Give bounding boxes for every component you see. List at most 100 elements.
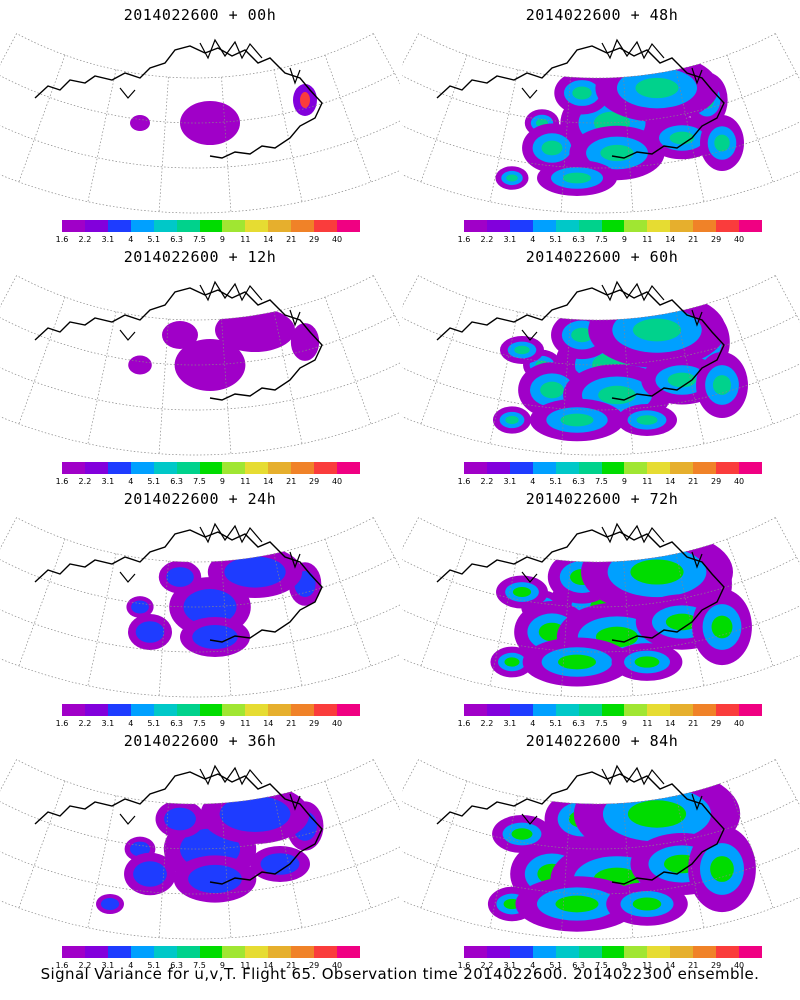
variance-blob bbox=[712, 375, 732, 395]
polar-map bbox=[0, 759, 400, 940]
colorbar-label: 3.1 bbox=[101, 235, 115, 244]
colorbar-swatch bbox=[486, 462, 510, 474]
colorbar-label: 6.3 bbox=[572, 477, 585, 486]
colorbar-label: 14 bbox=[263, 719, 274, 728]
colorbar-label: 6.3 bbox=[170, 719, 183, 728]
colorbar-swatch bbox=[509, 946, 533, 958]
colorbar-label: 1.6 bbox=[55, 477, 69, 486]
colorbar-swatch bbox=[555, 704, 579, 716]
colorbar-swatch bbox=[199, 462, 223, 474]
colorbar-swatch bbox=[578, 220, 602, 232]
polar-map bbox=[402, 33, 800, 214]
polar-map bbox=[402, 517, 800, 698]
colorbar-swatch bbox=[601, 462, 625, 474]
colorbar-label: 5.1 bbox=[147, 235, 161, 244]
colorbar-label: 7.5 bbox=[193, 719, 206, 728]
variance-blob bbox=[627, 800, 687, 828]
coastline bbox=[436, 529, 725, 643]
colorbar-label: 9 bbox=[219, 719, 225, 728]
coastline bbox=[436, 45, 725, 159]
colorbar-swatch bbox=[624, 462, 648, 474]
colorbar-swatch bbox=[509, 462, 533, 474]
variance-blob bbox=[665, 613, 699, 631]
colorbar-swatch bbox=[601, 704, 625, 716]
variance-blob bbox=[572, 86, 592, 100]
colorbar-swatch bbox=[107, 946, 131, 958]
colorbar-label: 14 bbox=[665, 961, 676, 970]
colorbar-labels: 1.6 2.2 3.1 4 5.1 6.3 7.5 9 11 14 21 29 40 bbox=[458, 719, 762, 729]
variance-blob bbox=[710, 856, 734, 882]
colorbar-swatch bbox=[268, 462, 292, 474]
variance-blob bbox=[571, 327, 593, 343]
variance-blob bbox=[560, 413, 594, 427]
variance-blob bbox=[632, 897, 662, 911]
colorbar-swatch bbox=[107, 462, 131, 474]
colorbar-swatch bbox=[199, 704, 223, 716]
coastline-islands bbox=[521, 764, 703, 825]
variance-blob bbox=[667, 372, 697, 388]
colorbar-labels: 1.6 2.2 3.1 4 5.1 6.3 7.5 9 11 14 21 29 40 bbox=[458, 477, 762, 487]
variance-blob bbox=[504, 657, 520, 667]
coastline-islands bbox=[521, 38, 703, 99]
variance-blob bbox=[128, 355, 152, 375]
colorbar-label: 5.1 bbox=[147, 719, 161, 728]
colorbar-label: 1.6 bbox=[457, 235, 471, 244]
variance-blob bbox=[563, 172, 591, 184]
map-panel: 2014022600 + 12h 1.6 2.2 3.1 4 5.1 6.3 7.5 9 11 14… bbox=[0, 242, 400, 487]
colorbar-label: 11 bbox=[642, 477, 653, 486]
variance-blob bbox=[100, 898, 120, 910]
colorbar-swatch bbox=[107, 220, 131, 232]
colorbar-label: 6.3 bbox=[572, 961, 585, 970]
colorbar-label: 7.5 bbox=[595, 719, 608, 728]
polar-map bbox=[0, 275, 400, 456]
colorbar-label: 4 bbox=[128, 235, 134, 244]
variance-field bbox=[128, 308, 320, 391]
colorbar bbox=[464, 946, 762, 958]
variance-blob bbox=[129, 841, 151, 857]
colorbar-label: 40 bbox=[331, 235, 343, 244]
colorbar-label: 3.1 bbox=[101, 961, 115, 970]
colorbar-swatch bbox=[337, 704, 360, 716]
variance-blob bbox=[164, 807, 196, 831]
variance-field bbox=[130, 84, 317, 145]
variance-blob bbox=[130, 115, 150, 131]
colorbar-swatch bbox=[647, 704, 671, 716]
colorbar-label: 21 bbox=[286, 235, 297, 244]
colorbar-label: 1.6 bbox=[55, 961, 69, 970]
polar-map bbox=[0, 33, 400, 214]
panel-title: 2014022600 + 60h bbox=[525, 248, 679, 266]
colorbar-label: 14 bbox=[263, 477, 274, 486]
colorbar-labels: 1.6 2.2 3.1 4 5.1 6.3 7.5 9 11 14 21 29 40 bbox=[56, 719, 360, 729]
colorbar-swatch bbox=[291, 946, 315, 958]
colorbar-label: 11 bbox=[642, 961, 653, 970]
colorbar-label: 6.3 bbox=[170, 477, 183, 486]
panel-title: 2014022600 + 36h bbox=[123, 732, 277, 750]
colorbar-label: 5.1 bbox=[549, 235, 563, 244]
colorbar-swatch bbox=[130, 220, 154, 232]
graticule bbox=[402, 275, 800, 456]
polar-map bbox=[402, 759, 800, 940]
variance-blob bbox=[219, 796, 291, 832]
figure-caption: Signal Variance for u,v,T. Flight 65. Ob… bbox=[40, 965, 760, 983]
colorbar-swatch bbox=[84, 462, 108, 474]
colorbar-label: 4 bbox=[128, 477, 134, 486]
colorbar-label: 29 bbox=[309, 719, 320, 728]
colorbar-labels: 1.6 2.2 3.1 4 5.1 6.3 7.5 9 11 14 21 29 40 bbox=[458, 961, 762, 971]
coastline-islands bbox=[119, 522, 301, 583]
coastline-islands bbox=[521, 280, 703, 341]
colorbar-swatch bbox=[62, 220, 85, 232]
variance-blob bbox=[290, 323, 320, 361]
colorbar-label: 40 bbox=[733, 235, 745, 244]
colorbar-swatch bbox=[314, 462, 338, 474]
colorbar-label: 21 bbox=[688, 235, 699, 244]
coastline-islands bbox=[119, 280, 301, 341]
variance-blob bbox=[188, 864, 242, 894]
colorbar-label: 4 bbox=[128, 961, 134, 970]
colorbar-swatch bbox=[509, 704, 533, 716]
colorbar-swatch bbox=[130, 946, 154, 958]
graticule bbox=[402, 517, 800, 698]
colorbar-label: 6.3 bbox=[170, 961, 183, 970]
colorbar-label: 11 bbox=[240, 235, 251, 244]
colorbar-swatch bbox=[578, 704, 602, 716]
colorbar-swatch bbox=[624, 220, 648, 232]
